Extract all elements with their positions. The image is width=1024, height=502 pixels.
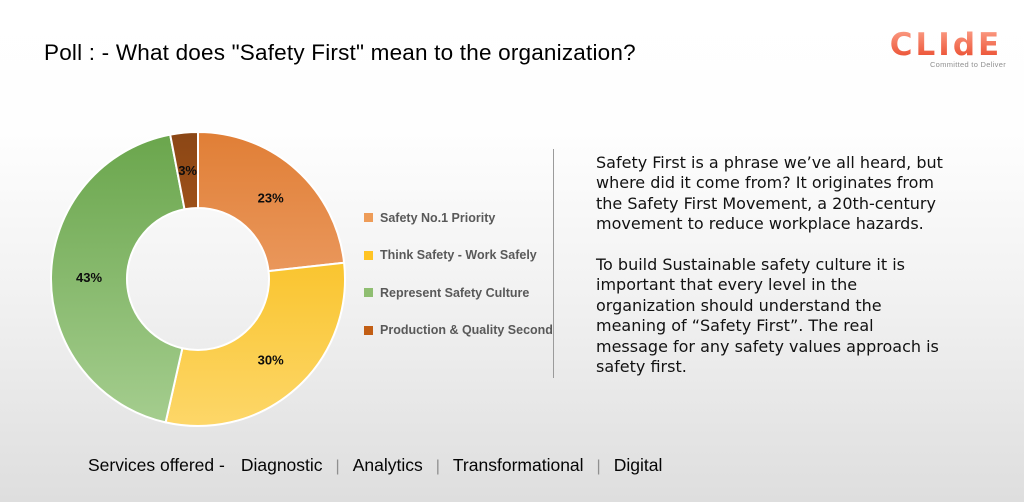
paragraph-origin: Safety First is a phrase we’ve all heard… [596,153,943,234]
legend-label: Represent Safety Culture [380,285,530,300]
legend-swatch-yellow [364,250,373,260]
clide-logo: CLIdE Committed to Deliver [880,30,1012,70]
legend-swatch-orange [364,213,373,222]
description-text: Safety First is a phrase we’ve all heard… [596,153,996,398]
slice-label-3: 3% [178,163,197,178]
legend-item-safety-no1-priority: Safety No.1 Priority [364,210,553,225]
separator-bar: | [435,458,440,475]
logo-tagline: Committed to Deliver [929,60,1006,69]
service-item-transformational: Transformational [452,455,584,475]
separator-bar: | [596,458,601,475]
service-item-digital: Digital [613,455,663,475]
service-item-analytics: Analytics [352,455,423,475]
donut-slice-3 [169,131,199,211]
service-item-diagnostic: Diagnostic [240,455,323,475]
legend-label: Think Safety - Work Safely [380,248,537,262]
donut-slice-0 [197,131,346,273]
chart-legend: Safety No.1 Priority Think Safety - Work… [364,211,553,361]
services-prefix: Services offered - [88,455,225,475]
donut-slice-1 [164,261,346,427]
paragraph-meaning: To build Sustainable safety culture it i… [596,255,939,377]
legend-item-think-safety-work-safely: Think Safety - Work Safely [364,248,553,262]
legend-item-production-quality-second: Production & Quality Second [364,323,553,337]
page-title: Poll : - What does "Safety First" mean t… [44,40,636,65]
legend-label: Safety No.1 Priority [380,210,496,225]
donut-chart: 23% 30% 43% 3% [50,131,346,427]
legend-swatch-green [364,288,373,297]
legend-swatch-dark-orange [364,325,373,335]
divider-line [553,149,554,378]
services-footer: Services offered - Diagnostic | Analytic… [88,455,662,476]
donut-slice-2 [50,133,186,424]
legend-label: Production & Quality Second [380,323,553,337]
logo-brand: CLIdE [880,30,1012,61]
slice-label-1: 30% [258,353,284,368]
separator-bar: | [335,458,340,475]
legend-item-represent-safety-culture: Represent Safety Culture [364,285,553,300]
slice-label-0: 23% [258,190,284,205]
slice-label-2: 43% [76,270,102,285]
